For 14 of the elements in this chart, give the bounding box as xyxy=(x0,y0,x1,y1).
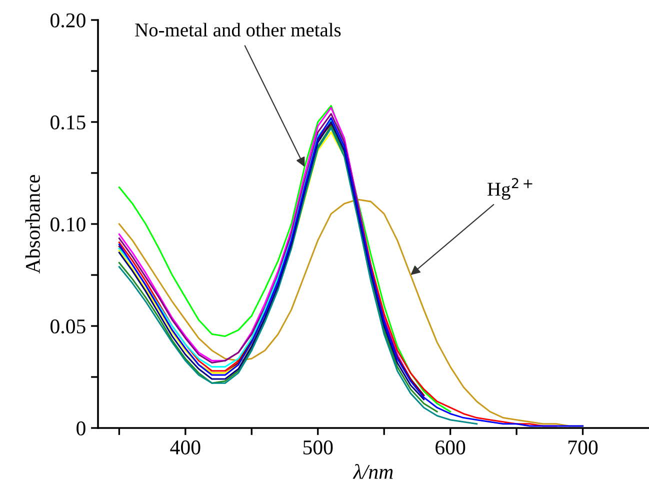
x-axis-title: λ/nm xyxy=(352,464,393,479)
y-axis-title: Absorbance xyxy=(25,174,40,274)
x-tick-label: 700 xyxy=(568,440,598,454)
y-tick-label: 0.15 xyxy=(50,115,86,130)
x-tick-label: 400 xyxy=(170,440,200,454)
annotation: No-metal and other metals xyxy=(135,22,341,37)
annotation: Hg$^{2+}$ xyxy=(488,178,532,200)
x-tick-label: 600 xyxy=(436,440,466,454)
y-tick-label: 0.05 xyxy=(50,319,86,334)
line-series xyxy=(118,127,478,425)
x-tick-label: 500 xyxy=(303,440,333,454)
y-tick-label: 0.20 xyxy=(50,13,86,28)
y-tick-label: 0 xyxy=(76,421,86,436)
y-tick-label: 0.10 xyxy=(50,217,86,232)
